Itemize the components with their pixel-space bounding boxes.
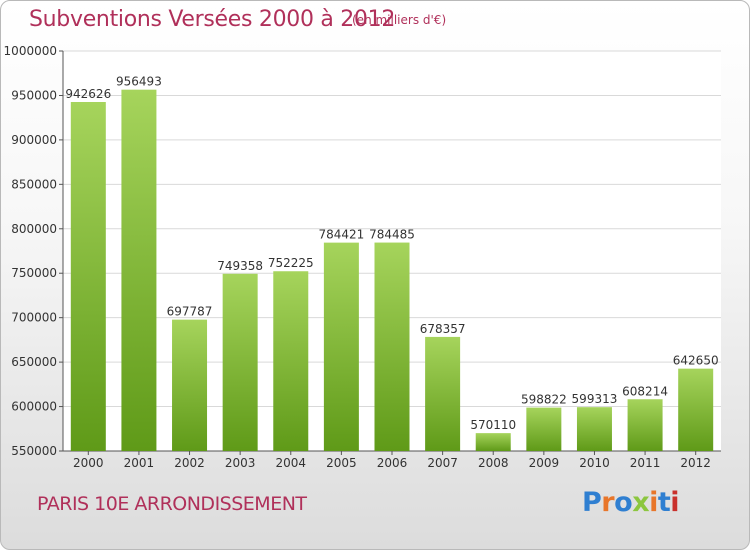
- bar-2000: [70, 101, 106, 451]
- logo-letter: t: [657, 487, 671, 518]
- bar-2004: [273, 271, 309, 451]
- x-tick-label: 2000: [73, 456, 104, 470]
- bar-2002: [172, 319, 208, 451]
- bar-2010: [576, 407, 612, 451]
- y-tick-label: 850000: [11, 177, 57, 191]
- data-label-2003: 749358: [217, 259, 263, 273]
- data-label-2010: 599313: [572, 392, 618, 406]
- data-label-2005: 784421: [318, 228, 364, 242]
- region-name: PARIS 10E ARRONDISSEMENT: [37, 493, 307, 515]
- data-label-2007: 678357: [420, 322, 466, 336]
- y-tick-label: 650000: [11, 355, 57, 369]
- proxiti-logo: Proxiti: [582, 487, 680, 518]
- x-tick-label: 2002: [174, 456, 205, 470]
- bar-2007: [425, 336, 461, 451]
- data-label-2012: 642650: [673, 354, 719, 368]
- bar-2005: [323, 242, 359, 451]
- y-tick-label: 700000: [11, 311, 57, 325]
- x-tick-label: 2011: [630, 456, 661, 470]
- unit-note: (en milliers d'€): [352, 13, 447, 27]
- data-labels: 942626 956493 697787 749358 752225 784421 7844…: [65, 75, 718, 432]
- data-label-2004: 752225: [268, 256, 314, 270]
- bar-2003: [222, 273, 258, 451]
- x-tick-label: 2008: [478, 456, 509, 470]
- x-tick-label: 2007: [427, 456, 458, 470]
- y-tick-label: 800000: [11, 222, 57, 236]
- x-tick-label: 2001: [124, 456, 155, 470]
- bars: [70, 89, 714, 452]
- logo-letter: i: [670, 487, 680, 518]
- y-tick-label: 750000: [11, 266, 57, 280]
- y-tick-label: 950000: [11, 88, 57, 102]
- bar-2012: [678, 368, 714, 451]
- data-label-2011: 608214: [622, 384, 668, 398]
- x-tick-label: 2003: [225, 456, 256, 470]
- x-tick-label: 2004: [275, 456, 306, 470]
- logo-letter: x: [632, 487, 650, 518]
- data-label-2006: 784485: [369, 228, 415, 242]
- y-tick-label: 550000: [11, 444, 57, 458]
- x-tick-label: 2005: [326, 456, 357, 470]
- bar-2001: [121, 89, 157, 452]
- bar-2006: [374, 242, 410, 451]
- x-tick-label: 2010: [579, 456, 610, 470]
- y-tick-label: 1000000: [4, 44, 57, 58]
- data-label-2002: 697787: [167, 305, 213, 319]
- data-label-2008: 570110: [470, 418, 516, 432]
- bar-2008: [475, 433, 511, 451]
- logo-letter: P: [582, 487, 602, 518]
- y-tick-label: 600000: [11, 400, 57, 414]
- bar-2011: [627, 399, 663, 451]
- y-tick-label: 900000: [11, 133, 57, 147]
- axes: 550000 600000 650000 700000 750000 800000 8500…: [4, 44, 721, 470]
- x-tick-label: 2012: [680, 456, 711, 470]
- bar-2009: [526, 407, 562, 451]
- x-tick-label: 2006: [377, 456, 408, 470]
- logo-letter: i: [649, 487, 658, 518]
- data-label-2000: 942626: [65, 87, 111, 101]
- logo-letter: o: [614, 487, 633, 518]
- x-tick-label: 2009: [529, 456, 560, 470]
- data-label-2001: 956493: [116, 75, 162, 89]
- data-label-2009: 598822: [521, 393, 567, 407]
- chart-title: Subventions Versées 2000 à 2012: [29, 7, 396, 32]
- logo-letter: r: [601, 487, 615, 518]
